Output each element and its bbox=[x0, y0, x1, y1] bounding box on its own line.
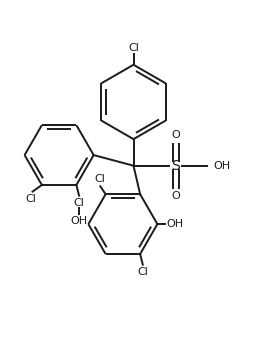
Text: OH: OH bbox=[213, 161, 230, 171]
Text: Cl: Cl bbox=[74, 198, 84, 208]
Text: S: S bbox=[172, 159, 180, 173]
Text: O: O bbox=[172, 130, 180, 141]
Text: OH: OH bbox=[70, 215, 88, 225]
Text: O: O bbox=[172, 191, 180, 201]
Text: Cl: Cl bbox=[95, 174, 106, 184]
Text: OH: OH bbox=[167, 219, 184, 229]
Text: Cl: Cl bbox=[137, 267, 148, 277]
Text: Cl: Cl bbox=[26, 194, 37, 204]
Text: Cl: Cl bbox=[128, 43, 139, 53]
